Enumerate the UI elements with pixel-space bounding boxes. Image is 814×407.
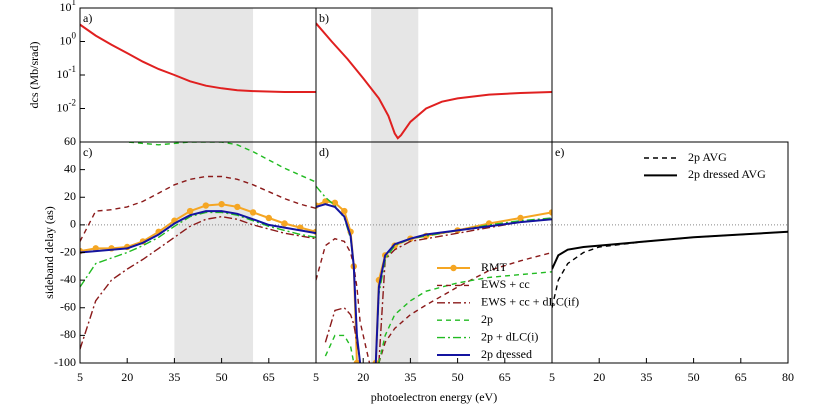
- shaded-region: [371, 8, 419, 142]
- panel-label: d): [319, 145, 329, 159]
- x-tick-label: 35: [404, 370, 416, 384]
- x-tick-label: 35: [640, 370, 652, 384]
- x-tick-label: 20: [121, 370, 133, 384]
- data-point: [218, 200, 225, 208]
- data-line: [552, 231, 788, 308]
- x-tick-label: 35: [168, 370, 180, 384]
- panel-label: c): [83, 145, 92, 159]
- data-line: [80, 211, 316, 288]
- legend-label: 2p AVG: [688, 150, 727, 164]
- x-axis-title: photoelectron energy (eV): [371, 390, 497, 404]
- panel-frame: [315, 7, 553, 143]
- legend-label: 2p dressed AVG: [688, 167, 766, 181]
- legend-label: EWS + cc: [481, 277, 530, 291]
- data-point: [234, 203, 241, 211]
- data-line: [80, 203, 316, 253]
- plot-area: [552, 230, 788, 308]
- data-point: [331, 199, 339, 206]
- data-point: [548, 209, 552, 216]
- data-line: [80, 175, 316, 242]
- panel-label: b): [319, 11, 329, 25]
- legend-label: RMT: [481, 260, 508, 274]
- x-tick-label: 80: [782, 370, 794, 384]
- plot-area: [316, 185, 552, 363]
- y-tick-base: 10: [60, 33, 72, 47]
- y-tick-label: 40: [64, 161, 76, 175]
- x-tick-label: 5: [549, 370, 555, 384]
- shaded-region: [371, 142, 419, 363]
- x-tick-label: 5: [77, 370, 83, 384]
- y-tick-label: -40: [60, 272, 76, 286]
- y-tick-base: 10: [60, 0, 72, 14]
- y-tick-exponent: 1: [72, 0, 77, 7]
- data-line: [80, 215, 316, 350]
- legend-label: 2p: [481, 312, 493, 326]
- x-tick-label: 65: [735, 370, 747, 384]
- panel-label: a): [83, 11, 92, 25]
- data-point: [186, 207, 194, 215]
- y-tick-label: -80: [60, 327, 76, 341]
- data-point: [281, 220, 288, 227]
- data-point: [202, 202, 210, 209]
- legend-label: EWS + cc + dLC(if): [481, 295, 579, 309]
- y-tick-exponent: 0: [72, 31, 77, 41]
- data-point: [249, 209, 257, 216]
- y-tick-label: -60: [60, 300, 76, 314]
- x-tick-label: 65: [263, 370, 275, 384]
- y-tick-label: -20: [60, 244, 76, 258]
- shaded-region: [174, 142, 254, 363]
- y-tick-label: 20: [64, 189, 76, 203]
- x-tick-label: 20: [593, 370, 605, 384]
- data-line: [316, 237, 552, 363]
- data-line: [552, 230, 788, 270]
- y-tick-label: 101: [60, 0, 77, 14]
- data-line: [80, 23, 316, 93]
- x-tick-label: 50: [452, 370, 464, 384]
- data-point: [517, 214, 524, 222]
- plot-area: [316, 22, 552, 140]
- plot-area: [80, 23, 316, 93]
- panel-frame: [551, 141, 789, 364]
- y-tick-base: 10: [57, 100, 69, 114]
- data-line: [316, 203, 552, 363]
- data-line: [80, 210, 316, 254]
- y-tick-label: 60: [64, 134, 76, 148]
- legend-label: 2p + dLC(i): [481, 329, 538, 343]
- y-tick-label: 100: [60, 31, 77, 48]
- legend-label: 2p dressed: [481, 347, 532, 361]
- x-tick-label: 20: [357, 370, 369, 384]
- y-axis-title: dcs (Mb/srad): [27, 42, 41, 109]
- y-tick-label: 10-1: [57, 64, 77, 81]
- y-tick-label: 0: [70, 217, 76, 231]
- y-tick-base: 10: [57, 67, 69, 81]
- data-point: [353, 359, 361, 363]
- legend-marker: [450, 264, 457, 272]
- y-tick-label: -100: [54, 355, 76, 369]
- y-tick-exponent: -2: [69, 98, 77, 108]
- data-point: [341, 207, 348, 215]
- y-axis-title: sideband delay (as): [42, 206, 56, 299]
- shaded-region: [174, 8, 254, 142]
- x-tick-label: 5: [313, 370, 319, 384]
- data-line: [324, 271, 552, 363]
- data-line: [316, 22, 552, 140]
- y-tick-exponent: -1: [69, 64, 77, 74]
- data-point: [265, 214, 272, 222]
- panel-label: e): [555, 145, 564, 159]
- y-tick-label: 10-2: [57, 98, 77, 115]
- x-tick-label: 50: [688, 370, 700, 384]
- x-tick-label: 65: [499, 370, 511, 384]
- x-tick-label: 50: [216, 370, 228, 384]
- data-point: [322, 198, 329, 205]
